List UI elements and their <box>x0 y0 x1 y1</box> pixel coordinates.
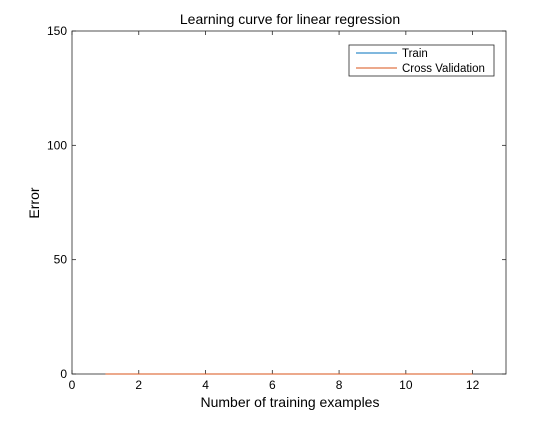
x-tick-label: 12 <box>466 378 480 392</box>
legend-label-train: Train <box>402 48 428 60</box>
x-tick-label: 2 <box>135 378 142 392</box>
x-tick-label: 0 <box>69 378 76 392</box>
y-tick-label: 100 <box>47 138 67 152</box>
plot-area <box>72 31 506 374</box>
y-axis-label: Error <box>26 187 42 218</box>
y-tick-label: 50 <box>54 253 68 267</box>
y-tick-label: 150 <box>47 24 67 38</box>
legend-label-cross-validation: Cross Validation <box>402 63 485 75</box>
legend: Train Cross Validation <box>349 45 494 76</box>
x-axis-label: Number of training examples <box>201 394 380 410</box>
x-tick-label: 8 <box>336 378 343 392</box>
chart-title: Learning curve for linear regression <box>180 11 400 27</box>
y-tick-label: 0 <box>60 367 67 381</box>
x-tick-label: 10 <box>399 378 413 392</box>
axes-box <box>72 31 506 374</box>
x-tick-label: 4 <box>202 378 209 392</box>
x-tick-label: 6 <box>269 378 276 392</box>
